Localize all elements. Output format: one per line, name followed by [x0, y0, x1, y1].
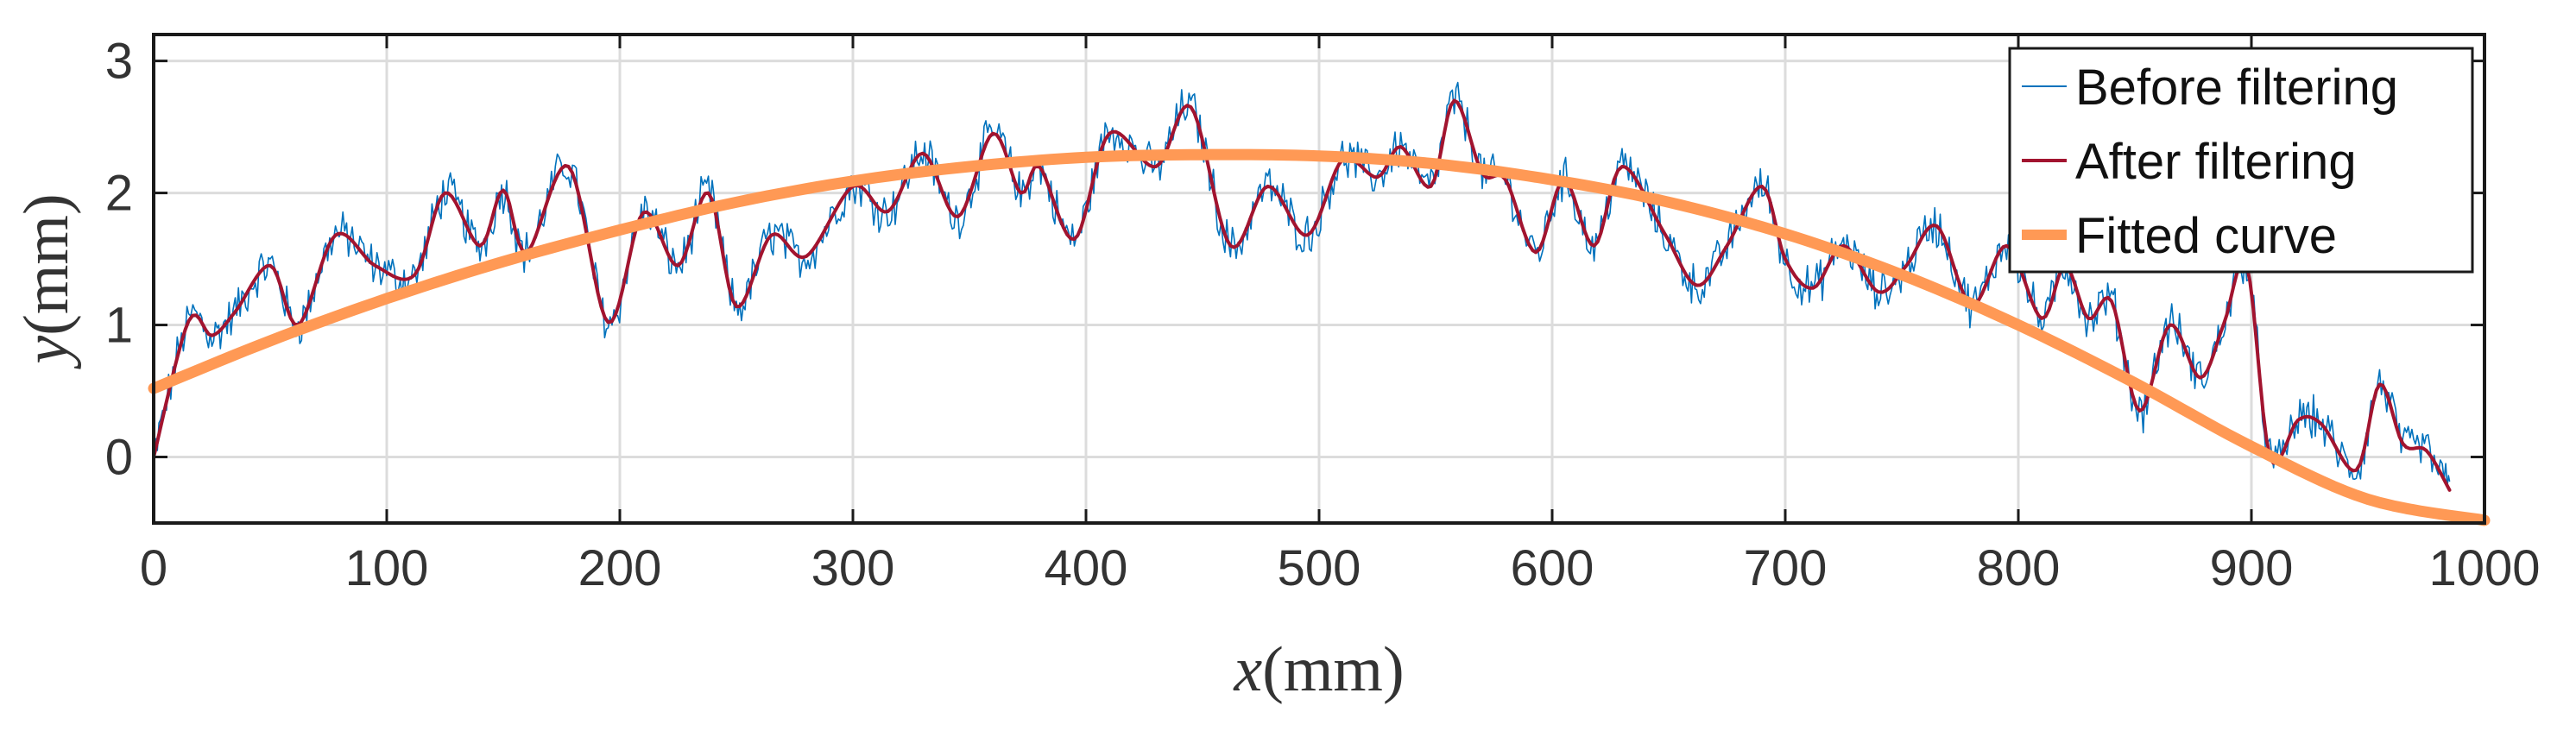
grid-lines: [152, 35, 2486, 523]
x-tick-label: 400: [1045, 540, 1128, 596]
legend: Before filtering After filtering Fitted …: [2008, 47, 2474, 274]
legend-label-before-filtering: Before filtering: [2075, 60, 2398, 116]
y-tick-label: 2: [105, 166, 133, 222]
y-tick-label: 0: [105, 430, 133, 486]
series-fitted-curve: [148, 148, 2491, 526]
y-tick-label: 3: [105, 34, 133, 90]
series-layer: [148, 81, 2491, 526]
legend-box: [2008, 47, 2474, 274]
x-tick-label: 100: [345, 540, 429, 596]
x-tick-label: 300: [811, 540, 895, 596]
x-tick-label: 0: [140, 540, 167, 596]
legend-label-fitted-curve: Fitted curve: [2075, 208, 2337, 264]
x-tick-label: 500: [1278, 540, 1361, 596]
x-tick-label: 600: [1511, 540, 1594, 596]
legend-label-after-filtering: After filtering: [2075, 134, 2357, 190]
series-after-filtering: [152, 98, 2452, 492]
x-tick-label: 1000: [2428, 540, 2540, 596]
x-tick-label: 700: [1744, 540, 1828, 596]
x-axis-label: x(mm): [1233, 634, 1404, 705]
x-tick-label: 900: [2210, 540, 2294, 596]
x-tick-label: 800: [1977, 540, 2061, 596]
x-tick-label: 200: [578, 540, 662, 596]
y-axis-label: y(mm): [11, 193, 82, 369]
axis-ticks: 0 100 200 300 400 500 600 700 800 900 1000 0 1 2 3: [105, 34, 2541, 596]
y-tick-label: 1: [105, 298, 133, 354]
